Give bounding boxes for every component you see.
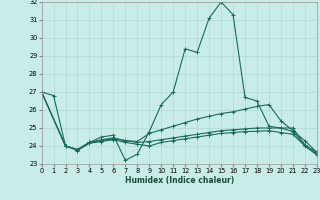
X-axis label: Humidex (Indice chaleur): Humidex (Indice chaleur) bbox=[124, 176, 234, 185]
